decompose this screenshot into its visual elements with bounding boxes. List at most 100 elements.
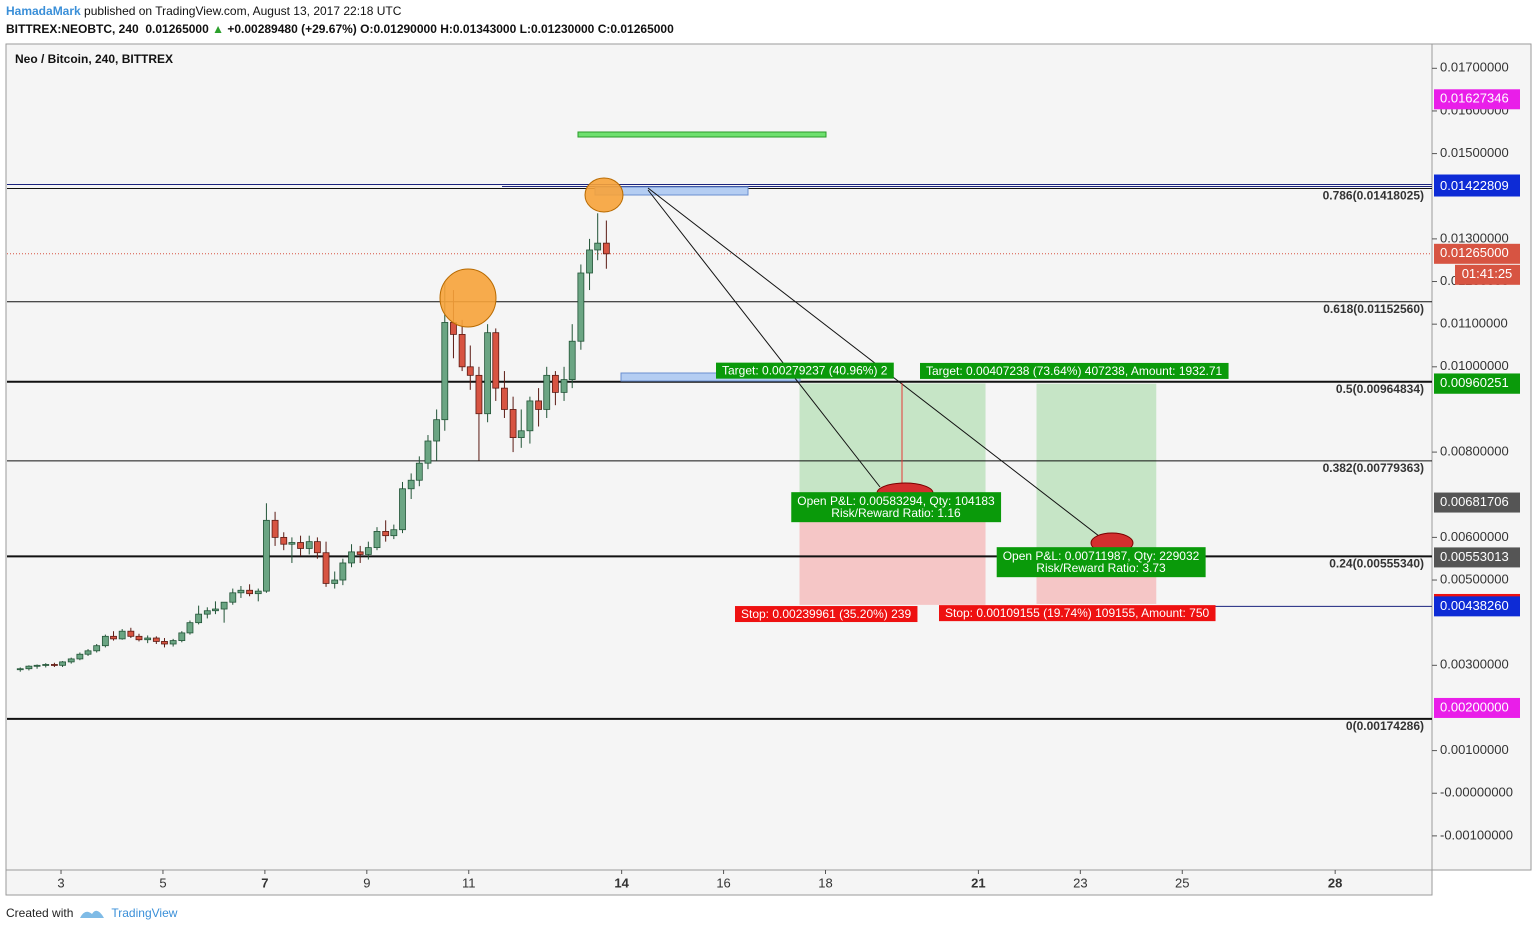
- candle-body: [127, 630, 135, 637]
- candle-body: [203, 610, 211, 615]
- candle-body: [84, 650, 92, 655]
- countdown: 01:41:25: [1462, 266, 1513, 281]
- countdown-box: [1455, 264, 1520, 285]
- fib-label: 0.618(0.01152560): [1323, 302, 1424, 316]
- y-tick-label: -0.00100000: [1440, 827, 1513, 842]
- candle-body: [67, 658, 75, 663]
- y-tick-label: 0.00500000: [1440, 571, 1509, 586]
- price-badge: [1434, 596, 1520, 617]
- candle-body: [364, 547, 372, 555]
- candle-body: [390, 529, 398, 537]
- logo-cloud: [80, 910, 105, 918]
- candle-body: [144, 637, 152, 641]
- candle-body: [42, 664, 50, 666]
- ohlc-low: L:0.01230000: [519, 22, 595, 36]
- candle-body: [399, 488, 406, 531]
- candle-body: [59, 661, 66, 666]
- target-label: Target: 0.00407238 (73.64%) 407238, Amou…: [926, 364, 1223, 378]
- candle-body: [220, 601, 228, 610]
- candle-body: [517, 430, 525, 438]
- candle-body: [288, 542, 296, 545]
- price-badge-label: 0.00681706: [1440, 494, 1509, 509]
- highlight: [439, 268, 497, 328]
- x-tick-label: 14: [614, 875, 629, 890]
- candle-body: [263, 519, 270, 592]
- y-tick-label: -0.00000000: [1440, 785, 1513, 800]
- candle-body: [135, 635, 143, 641]
- candle-body: [415, 462, 423, 481]
- y-tick-label: 0.00600000: [1440, 529, 1509, 544]
- y-tick-label: 0.01500000: [1440, 145, 1509, 160]
- candle-body: [441, 322, 449, 421]
- label-box: [735, 606, 918, 623]
- x-tick-label: 21: [971, 875, 985, 890]
- candle-body: [229, 592, 237, 603]
- y-tick-label: 0.00300000: [1440, 657, 1509, 672]
- ohlc-close: C:0.01265000: [597, 22, 674, 36]
- published: published on TradingView.com, August 13,…: [84, 4, 402, 18]
- x-tick-label: 5: [159, 875, 166, 890]
- stop-label: Stop: 0.00109155 (19.74%) 109155, Amount…: [945, 606, 1210, 620]
- candle-body: [186, 622, 194, 634]
- y-tick-label: 0.01000000: [1440, 358, 1509, 373]
- price-badge-label: 0.01265000: [1440, 245, 1509, 260]
- candle-body: [305, 541, 313, 549]
- time-axis: [5, 869, 1433, 896]
- candle-body: [152, 637, 160, 642]
- symbol: BITTREX:NEOBTC, 240: [6, 22, 139, 36]
- candle-body: [484, 332, 492, 415]
- price-badge: [1434, 89, 1520, 110]
- candle-body: [169, 640, 177, 645]
- x-tick-label: 18: [818, 875, 832, 890]
- price-badge: [1434, 697, 1520, 718]
- candle-body: [271, 519, 279, 538]
- pnl-label: Open P&L: 0.00583294, Qty: 104183: [797, 494, 995, 508]
- ratio-label: Risk/Reward Ratio: 3.73: [1036, 561, 1166, 575]
- price-badge-label: 0.00438260: [1440, 598, 1509, 613]
- candle-body: [407, 479, 415, 490]
- symbol-line: BITTREX:NEOBTC, 240 0.01265000 ▲ +0.0028…: [6, 22, 674, 36]
- x-tick-label: 7: [261, 875, 268, 890]
- target-bar: [577, 131, 827, 138]
- profit-zone: [799, 383, 986, 503]
- ohlc-open: O:0.01290000: [360, 22, 437, 36]
- pnl-box: [996, 547, 1206, 578]
- brand[interactable]: TradingView: [111, 906, 178, 920]
- candle-body: [382, 531, 390, 537]
- profit-zone: [1036, 383, 1157, 558]
- candle-body: [297, 542, 304, 549]
- plot-area: [5, 43, 1433, 871]
- price-badge: [1434, 492, 1520, 513]
- x-tick-label: 28: [1328, 875, 1342, 890]
- candle-body: [356, 551, 364, 555]
- chart: Neo / Bitcoin, 240, BITTREX 0.01700000 0.…: [5, 43, 1532, 896]
- fib-label: 0.5(0.00964834): [1336, 382, 1424, 396]
- candle-body: [212, 608, 219, 612]
- author[interactable]: HamadaMark: [6, 4, 81, 18]
- y-tick-label: 0.01300000: [1440, 230, 1509, 245]
- price-badge: [1434, 547, 1520, 568]
- stop-label: Stop: 0.00239961 (35.20%) 239: [741, 607, 911, 621]
- candle-body: [118, 630, 126, 640]
- candle-body: [373, 531, 381, 549]
- label-box: [920, 362, 1229, 379]
- candle-body: [551, 374, 559, 393]
- fib-label: 0(0.00174286): [1346, 719, 1424, 733]
- candle-body: [466, 366, 474, 376]
- price-badge-label: 0.01422809: [1440, 178, 1509, 193]
- price-badge-label: 0.00200000: [1440, 699, 1509, 714]
- candle-body: [246, 589, 253, 595]
- label-box: [716, 362, 894, 379]
- candle-body: [93, 645, 101, 652]
- candle-body: [331, 579, 339, 584]
- candle-body: [339, 562, 347, 581]
- y-tick-label: 0.00800000: [1440, 444, 1509, 459]
- candle-body: [509, 409, 517, 438]
- candle-body: [535, 400, 542, 410]
- projection-line: [647, 189, 881, 488]
- highlight: [584, 177, 624, 213]
- created-with: Created with: [6, 906, 74, 920]
- x-tick-label: 23: [1073, 875, 1087, 890]
- price-badge: [1434, 243, 1520, 264]
